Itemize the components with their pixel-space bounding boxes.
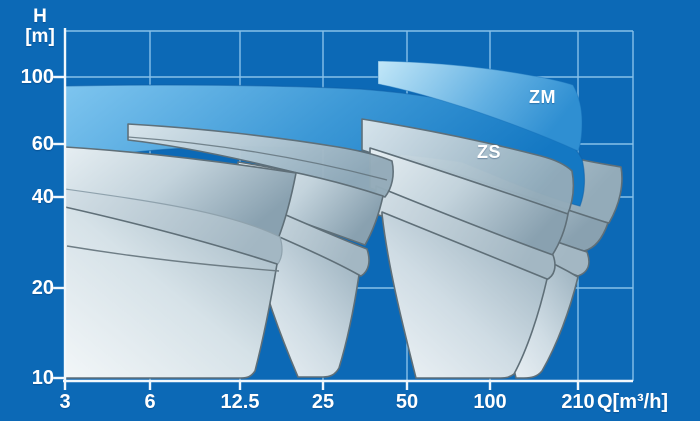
x-tick-100: 100 — [473, 391, 507, 413]
y-tick-60: 60 — [31, 133, 54, 155]
y-axis-title-line1: H — [33, 6, 47, 27]
y-tick-10: 10 — [31, 367, 54, 389]
x-tick-50: 50 — [395, 391, 419, 413]
y-tick-40: 40 — [31, 186, 54, 208]
tick-marks — [53, 75, 580, 390]
x-tick-6: 6 — [144, 391, 156, 413]
y-tick-20: 20 — [31, 277, 54, 299]
x-tick-3: 3 — [59, 391, 71, 413]
y-tick-100: 100 — [20, 66, 54, 88]
zs-envelope-group-1 — [64, 146, 297, 379]
x-axis-title: Q[m³/h] — [597, 391, 669, 413]
x-tick-210: 210 — [561, 391, 595, 413]
series-label-zs: ZS — [477, 142, 502, 162]
zs-envelope-group-3 — [361, 118, 575, 379]
x-tick-12-5: 12.5 — [220, 391, 260, 413]
axes — [63, 28, 633, 383]
series-label-zm: ZM — [529, 87, 556, 107]
y-axis-title-line2: [m] — [25, 26, 55, 47]
x-tick-25: 25 — [311, 391, 335, 413]
